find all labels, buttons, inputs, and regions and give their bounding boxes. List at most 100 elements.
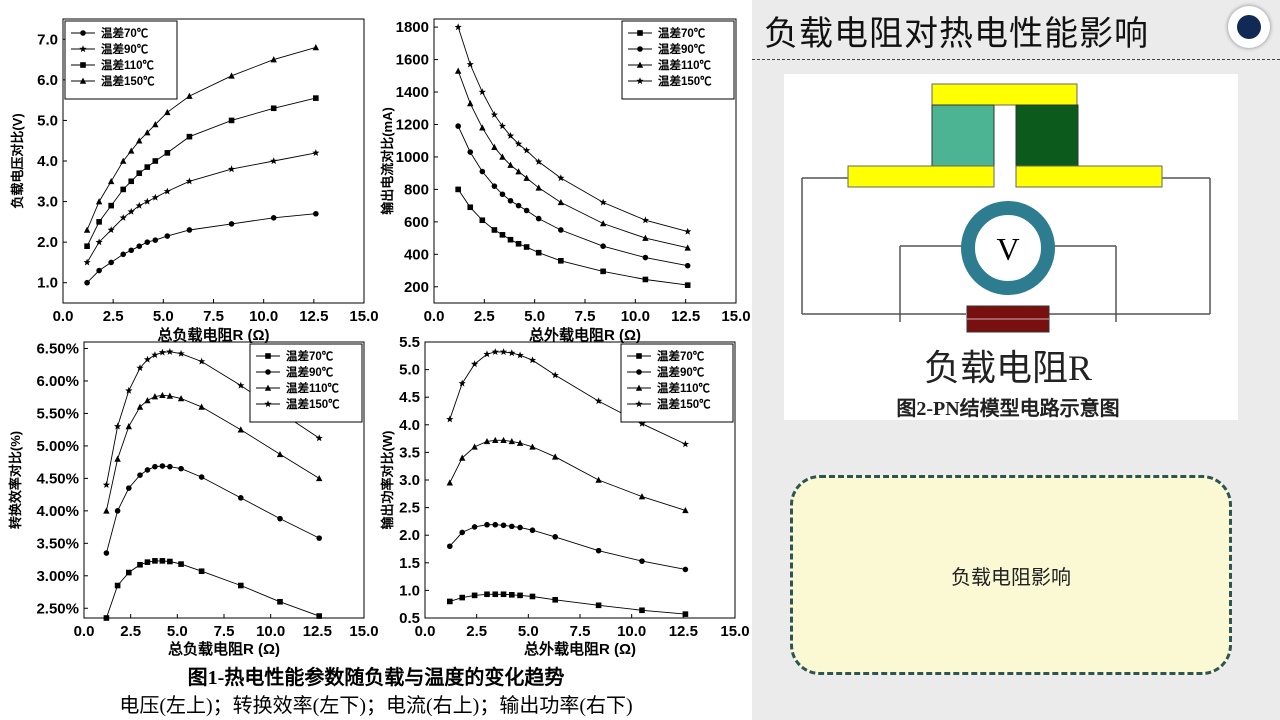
legend: 温差70℃ 温差90℃ 温差110℃ 温差150℃	[621, 20, 735, 100]
x-tick-label: 0.0	[424, 308, 445, 325]
data-point	[447, 598, 453, 605]
data-point	[137, 561, 143, 568]
data-point	[126, 485, 132, 491]
x-tick-label: 12.5	[669, 623, 698, 640]
data-point	[159, 463, 166, 469]
data-point	[557, 174, 565, 182]
data-point	[137, 472, 143, 478]
data-point	[459, 594, 465, 601]
data-point	[237, 381, 245, 389]
data-point	[152, 158, 159, 164]
x-tick-label: 5.0	[524, 308, 545, 325]
data-point	[238, 495, 244, 501]
data-point	[498, 122, 507, 130]
legend-label: 温差150℃	[657, 397, 711, 411]
data-point	[316, 613, 322, 619]
data-point	[507, 236, 514, 243]
data-point	[114, 455, 121, 462]
y-tick-label: 5.0	[37, 112, 58, 129]
legend-label: 温差150℃	[286, 397, 340, 411]
data-point	[684, 282, 691, 288]
data-point	[684, 244, 691, 251]
series-2	[447, 521, 689, 573]
x-tick-label: 12.5	[303, 623, 332, 640]
voltmeter-icon	[961, 201, 1055, 295]
data-point	[103, 550, 110, 556]
legend-label: 温差110℃	[658, 58, 712, 72]
y-tick-label: 5.00%	[36, 438, 79, 455]
series-3	[84, 95, 319, 249]
data-point	[595, 476, 602, 483]
y-tick-label: 4.50%	[36, 470, 79, 487]
legend-marker	[636, 353, 642, 359]
data-point	[113, 422, 122, 430]
y-tick-label: 800	[404, 181, 429, 198]
legend-label: 温差70℃	[101, 26, 149, 40]
y-tick-label: 1000	[396, 149, 429, 166]
y-tick-label: 6.0	[37, 72, 58, 89]
data-point	[517, 524, 523, 531]
data-point	[600, 268, 606, 275]
data-point	[506, 132, 515, 139]
data-point	[120, 186, 126, 193]
x-tick-label: 2.5	[120, 623, 141, 640]
data-point	[186, 133, 193, 140]
series-3	[103, 391, 323, 514]
data-point	[316, 474, 323, 482]
series-2	[103, 463, 323, 556]
data-point	[484, 521, 490, 528]
x-tick-label: 12.5	[671, 308, 700, 325]
data-point	[186, 227, 193, 233]
series-3	[446, 436, 689, 514]
x-tick-label: 2.5	[474, 308, 495, 325]
data-point	[166, 347, 174, 355]
series-4	[454, 23, 692, 235]
data-point	[102, 481, 111, 488]
x-tick-label: 15.0	[349, 623, 378, 640]
legend-label: 温差110℃	[101, 58, 155, 72]
data-point	[483, 350, 491, 358]
series-1	[447, 591, 689, 617]
data-point	[83, 258, 91, 266]
figure1-caption: 图1-热电性能参数随负载与温度的变化趋势	[187, 667, 565, 689]
data-point	[491, 227, 498, 233]
series-1	[103, 558, 322, 621]
data-point	[178, 465, 184, 472]
data-point	[177, 395, 185, 402]
series-4	[446, 348, 690, 448]
data-point	[642, 276, 649, 283]
data-point	[551, 371, 559, 379]
x-tick-label: 10.0	[256, 623, 285, 640]
legend-marker	[636, 61, 644, 68]
y-tick-label: 4.0	[399, 417, 420, 434]
y-tick-label: 1.0	[399, 582, 420, 599]
data-point	[491, 348, 499, 356]
current-chart: 0.0 2.5 5.0 7.5 10.0 12.5 15.0 200 400 600 800 1000…	[380, 18, 750, 344]
series-3	[454, 67, 691, 251]
data-point	[515, 168, 522, 175]
legend-label: 温差90℃	[658, 42, 706, 56]
x-tick-label: 2.5	[466, 623, 487, 640]
data-point	[684, 262, 691, 269]
data-point	[135, 201, 143, 209]
data-point	[95, 198, 103, 205]
series-1	[84, 210, 319, 286]
data-point	[500, 436, 507, 444]
efficiency-chart: 0.0 2.5 5.0 7.5 10.0 12.5 15.0 2.50% 3.00% 3.50% 4…	[8, 340, 379, 658]
data-point	[529, 443, 536, 450]
x-tick-label: 5.0	[153, 308, 174, 325]
data-point	[470, 360, 479, 368]
data-point	[499, 191, 506, 198]
series-line	[105, 465, 320, 554]
y-tick-label: 1200	[396, 116, 429, 133]
data-point	[599, 198, 607, 206]
series-line	[86, 97, 316, 247]
data-point	[316, 535, 323, 541]
data-point	[276, 450, 284, 458]
data-point	[523, 244, 530, 250]
x-tick-label: 7.5	[203, 308, 224, 325]
circuit-diagram: V 负载电阻R 图2-PN结模型电路示意图	[784, 74, 1238, 420]
y-tick-label: 1800	[396, 19, 429, 36]
data-point	[515, 240, 522, 247]
legend-label: 温差70℃	[658, 26, 706, 40]
